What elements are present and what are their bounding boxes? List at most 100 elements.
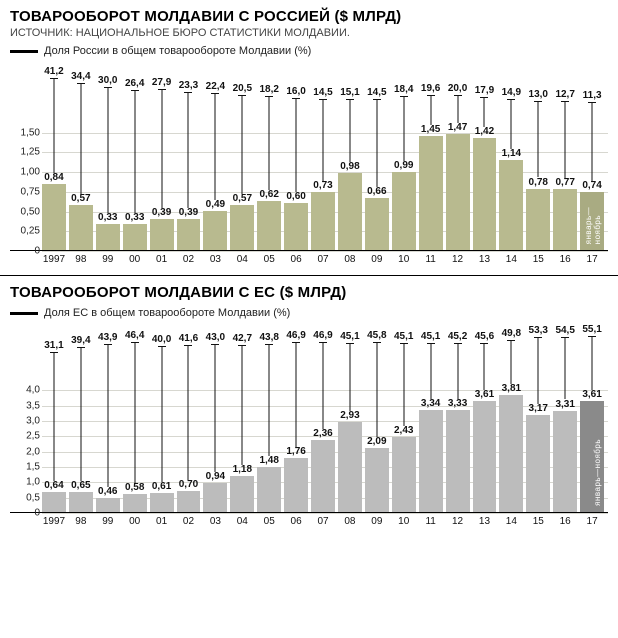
pct-stem-cap (319, 342, 327, 343)
bar-column: 41,60,70 (177, 323, 201, 512)
bar: 0,99 (392, 172, 416, 250)
x-tick-label: 99 (96, 516, 120, 527)
bar-value-label: 0,57 (71, 193, 90, 204)
x-tick-label: 08 (338, 516, 362, 527)
pct-stem (161, 89, 162, 209)
pct-stem (403, 96, 404, 161)
pct-label: 11,3 (583, 90, 602, 101)
grid-line (42, 513, 608, 514)
x-tick-label: 03 (203, 516, 227, 527)
bar-column: 14,50,66 (365, 61, 389, 250)
pct-stem-cap (507, 340, 515, 341)
pct-stem (215, 344, 216, 472)
pct-label: 46,4 (125, 330, 144, 341)
bar-value-label: 3,17 (529, 403, 548, 414)
grid-line (42, 251, 608, 252)
pct-stem-cap (480, 97, 488, 98)
bar-column: 26,40,33 (123, 61, 147, 250)
bar: 0,73 (311, 192, 335, 250)
x-tick-label: 11 (419, 254, 443, 265)
x-tick-label: 01 (150, 254, 174, 265)
bar-column: 14,5 0,73 (311, 61, 335, 250)
pct-stem (376, 342, 377, 436)
bar: 2,93 (338, 422, 362, 512)
pct-stem (511, 99, 512, 149)
bar-column: 41,20,84 (42, 61, 66, 250)
pct-stem-cap (588, 102, 596, 103)
last-bar-note: январь—ноябрь (593, 439, 602, 506)
pct-stem (269, 344, 270, 456)
x-tick-label: 05 (257, 516, 281, 527)
bar-value-label: 0,66 (367, 186, 386, 197)
pct-stem (511, 340, 512, 384)
pct-stem (349, 99, 350, 162)
y-tick-label: 0,5 (10, 492, 40, 503)
pct-stem (53, 352, 54, 481)
pct-stem-cap (534, 101, 542, 102)
x-tick-label: 98 (69, 254, 93, 265)
y-tick-label: 1,5 (10, 462, 40, 473)
pct-stem (296, 342, 297, 447)
x-tick-label: 13 (473, 516, 497, 527)
x-tick-label: 11 (419, 516, 443, 527)
bar: 0,61 (150, 493, 174, 512)
pct-stem-cap (507, 99, 515, 100)
bar-value-label: 0,49 (206, 199, 225, 210)
bar-column: 15,10,98 (338, 61, 362, 250)
pct-label: 22,4 (206, 81, 225, 92)
bar: 0,58 (123, 494, 147, 512)
bar-value-label: 0,99 (394, 160, 413, 171)
x-tick-label: 07 (311, 254, 335, 265)
bar-column: 43,81,48 (257, 323, 281, 512)
bottom-plot: 00,51,01,52,02,53,03,54,031,10,6439,40,6… (10, 323, 608, 513)
bar-column: 20,01,47 (446, 61, 470, 250)
bar: 0,57 (69, 205, 93, 250)
pct-label: 14,5 (313, 87, 332, 98)
x-tick-label: 15 (526, 516, 550, 527)
pct-stem-cap (400, 96, 408, 97)
x-tick-label: 16 (553, 516, 577, 527)
y-tick-label: 0 (10, 508, 40, 519)
top-legend-label: Доля России в общем товарообороте Молдав… (44, 45, 311, 57)
pct-stem (484, 343, 485, 391)
pct-stem-cap (454, 95, 462, 96)
pct-stem-cap (50, 352, 58, 353)
top-chart-section: ТОВАРООБОРОТ МОЛДАВИИ С РОССИЕЙ ($ МЛРД)… (0, 0, 618, 269)
bar: 3,81 (499, 395, 523, 512)
pct-label: 30,0 (98, 75, 117, 86)
y-tick-label: 0 (10, 246, 40, 257)
pct-stem-cap (427, 95, 435, 96)
bar: 0,78 (526, 189, 550, 251)
x-tick-label: 16 (553, 254, 577, 265)
pct-stem (134, 342, 135, 483)
x-tick-label: 98 (69, 516, 93, 527)
bar: 0,70 (177, 491, 201, 512)
pct-label: 45,2 (448, 331, 467, 342)
bar: 3,61январь—ноябрь (580, 401, 604, 512)
pct-stem-cap (131, 90, 139, 91)
pct-label: 39,4 (71, 335, 90, 346)
pct-stem-cap (131, 342, 139, 343)
bar-value-label: 0,65 (71, 480, 90, 491)
y-tick-label: 2,0 (10, 446, 40, 457)
pct-label: 49,8 (502, 328, 521, 339)
bar: 0,46 (96, 498, 120, 512)
pct-stem (53, 78, 54, 173)
bar: 0,60 (284, 203, 308, 250)
pct-stem (376, 99, 377, 187)
pct-stem-cap (373, 342, 381, 343)
bar-value-label: 1,18 (233, 464, 252, 475)
x-tick-label: 02 (177, 516, 201, 527)
bar-value-label: 2,09 (367, 436, 386, 447)
bar-value-label: 3,34 (421, 398, 440, 409)
pct-label: 45,6 (475, 331, 494, 342)
pct-stem-cap (454, 343, 462, 344)
bar-value-label: 1,47 (448, 122, 467, 133)
x-tick-label: 14 (499, 254, 523, 265)
bar-value-label: 0,57 (233, 193, 252, 204)
pct-stem (269, 96, 270, 190)
pct-stem (592, 336, 593, 390)
bar-value-label: 0,61 (152, 481, 171, 492)
bar-column: 14,91,14 (499, 61, 523, 250)
bar-column: 13,00,78 (526, 61, 550, 250)
